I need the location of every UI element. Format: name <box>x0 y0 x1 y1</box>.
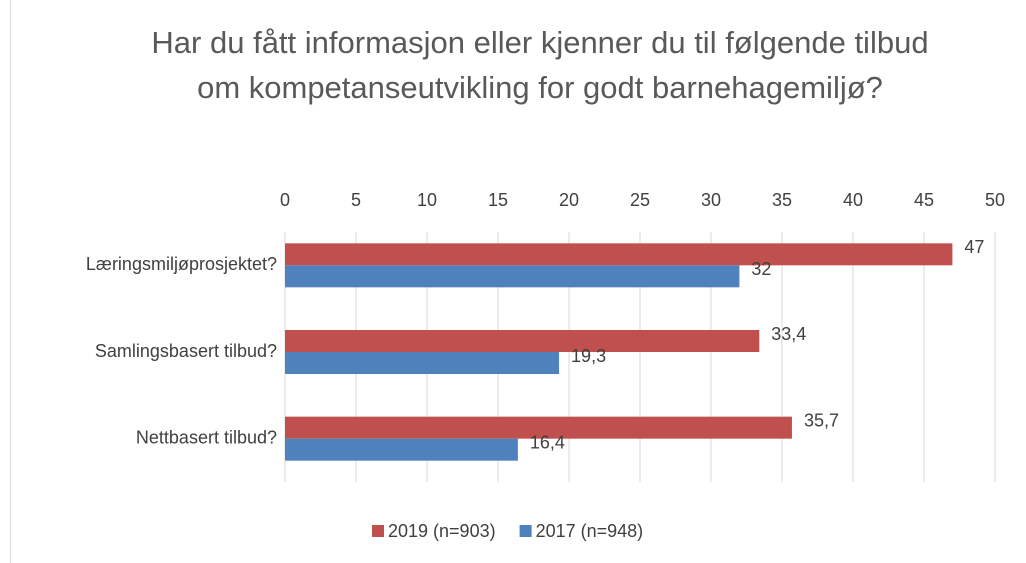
x-tick-label: 35 <box>772 190 792 210</box>
category-label: Samlingsbasert tilbud? <box>95 341 277 361</box>
data-label: 19,3 <box>571 346 606 366</box>
x-tick-label: 15 <box>488 190 508 210</box>
category-label: Nettbasert tilbud? <box>136 427 277 447</box>
category-label: Læringsmiljøprosjektet? <box>86 254 277 274</box>
data-label: 35,7 <box>804 410 839 430</box>
chart-title: Har du fått informasjon eller kjenner du… <box>151 25 929 105</box>
x-tick-label: 20 <box>559 190 579 210</box>
x-tick-label: 45 <box>914 190 934 210</box>
bar <box>285 330 760 352</box>
x-tick-label: 10 <box>417 190 437 210</box>
data-label: 32 <box>751 259 771 279</box>
bar <box>285 265 740 288</box>
bar <box>285 352 560 374</box>
legend-swatch <box>519 525 532 537</box>
x-tick-label: 5 <box>351 190 361 210</box>
x-tick-label: 25 <box>630 190 650 210</box>
x-tick-label: 0 <box>280 190 290 210</box>
data-label: 16,4 <box>530 432 565 452</box>
legend-label: 2017 (n=948) <box>536 521 644 541</box>
x-tick-label: 40 <box>843 190 863 210</box>
legend-swatch <box>372 525 384 537</box>
bar <box>285 416 792 439</box>
bar <box>285 243 953 266</box>
x-tick-label: 50 <box>985 190 1005 210</box>
x-tick-label: 30 <box>701 190 721 210</box>
chart-border <box>10 0 11 563</box>
legend-label: 2019 (n=903) <box>388 521 496 541</box>
data-label: 47 <box>964 237 984 257</box>
data-label: 33,4 <box>771 324 806 344</box>
bar <box>285 438 518 461</box>
